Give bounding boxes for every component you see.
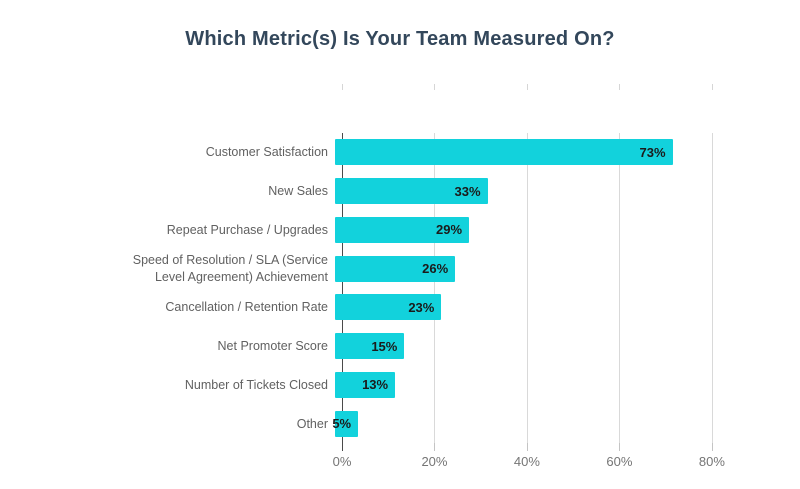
bar-value-label: 23% xyxy=(408,299,435,315)
bar: 33% xyxy=(335,178,488,205)
category-label: Number of Tickets Closed xyxy=(184,377,328,392)
bar: 73% xyxy=(335,139,673,166)
bar-value-label: 13% xyxy=(362,377,389,393)
top-tick-strip xyxy=(342,84,766,91)
bar-track: 13% xyxy=(335,371,759,398)
x-axis-tick-label: 20% xyxy=(421,454,448,469)
x-axis-tick xyxy=(619,443,621,451)
x-axis-tick-label: 40% xyxy=(513,454,540,469)
top-tick xyxy=(619,84,621,90)
bar-value-label: 5% xyxy=(332,416,352,432)
top-tick xyxy=(526,84,528,90)
bar-rows: Customer Satisfaction 73% New Sales 33% … xyxy=(130,133,766,443)
gridline xyxy=(711,133,713,443)
bar-row: Speed of Resolution / SLA (Service Level… xyxy=(130,249,766,288)
bar-track: 73% xyxy=(335,139,759,166)
gridline xyxy=(434,133,436,443)
bar: 13% xyxy=(335,371,396,398)
x-axis-tick-label: 80% xyxy=(698,454,725,469)
bar-track: 15% xyxy=(335,333,759,360)
category-label: Net Promoter Score xyxy=(217,339,328,353)
y-axis-line xyxy=(342,133,343,443)
plot-area xyxy=(342,133,766,443)
bar-row: New Sales 33% xyxy=(130,172,766,211)
bar-row: Number of Tickets Closed 13% xyxy=(130,366,766,405)
chart-title: Which Metric(s) Is Your Team Measured On… xyxy=(185,28,615,50)
bar-value-label: 15% xyxy=(371,338,398,354)
bar-track: 23% xyxy=(335,294,759,321)
x-axis-tick xyxy=(434,443,436,451)
bar-track: 29% xyxy=(335,216,759,243)
bar: 26% xyxy=(335,255,456,282)
bar-value-label: 33% xyxy=(454,183,481,199)
x-axis-tick-label: 0% xyxy=(332,454,352,469)
category-label: Repeat Purchase / Upgrades xyxy=(166,222,328,237)
top-tick xyxy=(342,84,343,90)
bar: 5% xyxy=(332,410,359,437)
gridline xyxy=(526,133,528,443)
bar-chart: Customer Satisfaction 73% New Sales 33% … xyxy=(130,133,766,443)
x-axis-tick xyxy=(342,443,343,451)
x-axis-tick xyxy=(526,443,528,451)
top-tick xyxy=(711,84,713,90)
bar-value-label: 26% xyxy=(422,261,449,277)
category-label: Other xyxy=(296,416,328,431)
top-tick xyxy=(434,84,436,90)
category-label: Speed of Resolution / SLA (Service Level… xyxy=(132,253,328,284)
bar: 29% xyxy=(335,216,470,243)
bar-track: 33% xyxy=(335,178,759,205)
bar: 23% xyxy=(335,294,442,321)
bar-row: Other 5% xyxy=(130,404,766,443)
bar-value-label: 29% xyxy=(436,222,463,238)
x-axis-tick-label: 60% xyxy=(606,454,633,469)
bar-row: Repeat Purchase / Upgrades 29% xyxy=(130,211,766,250)
x-axis: 0% 20% 40% 60% 80% xyxy=(333,443,766,479)
bar-track: 5% xyxy=(332,410,759,437)
category-label: New Sales xyxy=(268,184,328,198)
category-label: Customer Satisfaction xyxy=(205,145,328,160)
bar-track: 26% xyxy=(335,255,759,282)
category-label: Cancellation / Retention Rate xyxy=(165,300,328,315)
bar: 15% xyxy=(335,333,405,360)
gridline xyxy=(619,133,621,443)
bar-row: Customer Satisfaction 73% xyxy=(130,133,766,172)
bar-row: Net Promoter Score 15% xyxy=(130,327,766,366)
bar-value-label: 73% xyxy=(639,144,666,160)
x-axis-tick xyxy=(711,443,713,451)
bar-row: Cancellation / Retention Rate 23% xyxy=(130,288,766,327)
